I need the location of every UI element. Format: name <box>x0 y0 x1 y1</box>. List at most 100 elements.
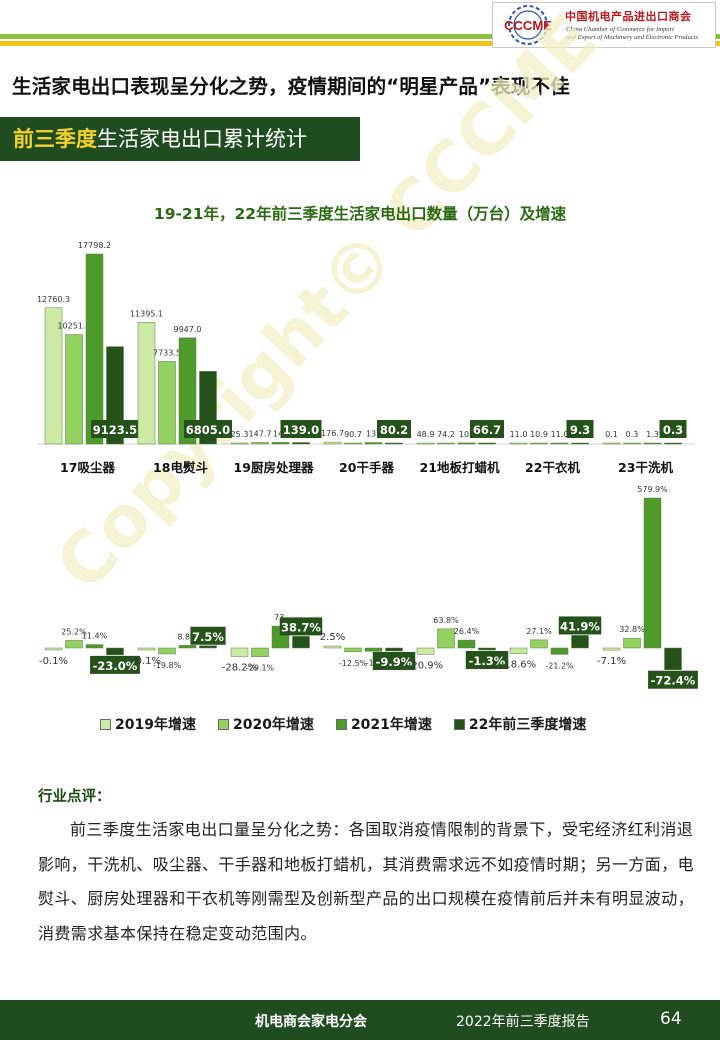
quantity-data-label: 1.3 <box>646 430 659 439</box>
data-label-box <box>648 670 698 689</box>
legend-label: 2021年增速 <box>350 717 432 733</box>
quantity-data-label: 101 <box>459 430 474 439</box>
growth-data-label: -23.0% <box>93 659 138 673</box>
quantity-data-label: 25.3 <box>231 430 249 439</box>
growth-data-label: 25.2% <box>61 627 87 636</box>
org-name-en-line1: China Chamber of Commerce for Import <box>566 26 674 33</box>
growth-bar <box>416 647 435 655</box>
quantity-bar <box>230 442 249 445</box>
quantity-data-label: 9.3 <box>570 423 590 437</box>
chart-title: 19-21年，22年前三季度生活家电出口数量（万台）及增速 <box>153 205 567 223</box>
cccme-logo: CCCME 中国机电产品进出口商会 China Chamber of Comme… <box>492 2 716 48</box>
growth-bar <box>385 647 403 652</box>
category-tick-label: 22干衣机 <box>525 460 580 475</box>
quantity-data-label: 66.7 <box>473 423 501 437</box>
quantity-data-label: 0.3 <box>663 423 683 437</box>
section-title-rest: 生活家电出口累计统计 <box>97 127 307 151</box>
quantity-bar <box>571 442 589 445</box>
quantity-data-label: 11.0 <box>510 430 528 439</box>
legend-swatch <box>335 718 347 730</box>
quantity-bar <box>478 442 496 445</box>
quantity-data-label: 10251.8 <box>57 322 90 331</box>
category-tick-label: 21地板打蜡机 <box>420 460 500 475</box>
quantity-data-label: 12760.3 <box>37 295 70 304</box>
comment-text: 前三季度生活家电出口量呈分化之势：各国取消疫情限制的背景下，受宅经济红利消退影响… <box>38 820 695 943</box>
category-tick-label: 20干手器 <box>339 460 394 475</box>
section-banner: 前三季度生活家电出口累计统计 <box>0 117 360 161</box>
growth-data-label: -72.4% <box>651 674 696 688</box>
growth-bar <box>323 645 342 649</box>
growth-data-label: -29.1% <box>246 664 275 673</box>
data-label-box <box>184 420 232 438</box>
legend-item: 22年前三季度增速 <box>453 714 586 734</box>
growth-bar <box>65 640 83 649</box>
growth-data-label: 41.9% <box>560 619 600 633</box>
data-label-box <box>280 420 322 438</box>
quantity-data-label: 17798.2 <box>78 241 111 250</box>
org-name-en-line2: and Export of Machinery and Electronic P… <box>566 34 699 41</box>
footer: 机电商会家电分会 2022年前三季度报告 64 <box>0 1000 720 1040</box>
growth-data-label: -18.6% <box>501 660 536 671</box>
data-label-box <box>190 626 226 645</box>
growth-data-label: 63.8% <box>433 616 459 625</box>
footer-org: 机电商会家电分会 <box>255 1014 367 1030</box>
quantity-data-label: 0.3 <box>626 430 639 439</box>
quantity-data-label: 11.0 <box>551 430 569 439</box>
logo-acronym: CCCME <box>504 18 552 33</box>
growth-data-label: 26.4% <box>454 627 480 636</box>
data-label-box <box>566 420 594 438</box>
growth-data-label: -28.2% <box>222 662 257 673</box>
top-stripe-green <box>0 34 720 39</box>
growth-data-label: 8.8% <box>177 632 198 641</box>
growth-bar <box>437 628 455 649</box>
growth-bar <box>664 647 682 670</box>
growth-data-label: -0.1% <box>132 656 161 667</box>
growth-bar <box>457 639 476 649</box>
quantity-bar <box>664 442 682 445</box>
growth-bar <box>158 647 176 655</box>
growth-bar <box>106 647 124 656</box>
growth-bar <box>550 647 569 655</box>
legend-item: 2020年增速 <box>217 714 314 734</box>
growth-data-label: 32.8% <box>619 625 645 634</box>
growth-data-label: -1.3% <box>469 654 506 668</box>
quantity-bar <box>106 346 124 445</box>
legend-swatch <box>453 718 465 730</box>
legend-label: 2020年增速 <box>232 717 314 733</box>
legend-swatch <box>100 718 111 730</box>
quantity-data-label: 10.9 <box>530 430 548 439</box>
growth-data-label: 7.5% <box>192 630 224 644</box>
category-tick-label: 19厨房处理器 <box>234 460 314 475</box>
growth-data-label: 38.7% <box>281 620 321 634</box>
growth-bar <box>44 647 63 651</box>
quantity-bar <box>251 442 269 445</box>
data-label-box <box>90 655 140 674</box>
growth-bar <box>292 636 310 649</box>
quantity-data-label: 137 <box>366 430 381 439</box>
cccme-emblem-icon: CCCME <box>504 5 552 45</box>
growth-bar <box>137 647 156 651</box>
growth-bar <box>85 644 104 649</box>
quantity-bar <box>178 337 197 445</box>
growth-data-label: -7.1% <box>597 656 626 667</box>
quantity-bar <box>550 442 569 445</box>
comment-title: 行业点评： <box>38 789 111 805</box>
quantity-bar <box>292 442 310 445</box>
quantity-data-label: 80.2 <box>380 423 408 437</box>
growth-bar <box>178 645 197 649</box>
quantity-data-label: 6805.0 <box>186 423 230 437</box>
quantity-bar <box>65 334 83 445</box>
growth-bar <box>251 647 269 657</box>
data-label-box <box>372 651 416 670</box>
quantity-bar <box>364 442 383 445</box>
growth-bar <box>509 647 528 654</box>
growth-bar <box>344 647 362 652</box>
data-label-box <box>279 617 323 636</box>
growth-data-label: -9.9% <box>376 655 413 669</box>
growth-bar <box>364 647 383 652</box>
quantity-data-label: 0.1 <box>605 430 618 439</box>
growth-data-label: -0.1% <box>39 656 68 667</box>
quantity-bar <box>137 322 156 445</box>
quantity-bar <box>385 442 403 445</box>
growth-bar <box>643 497 662 649</box>
